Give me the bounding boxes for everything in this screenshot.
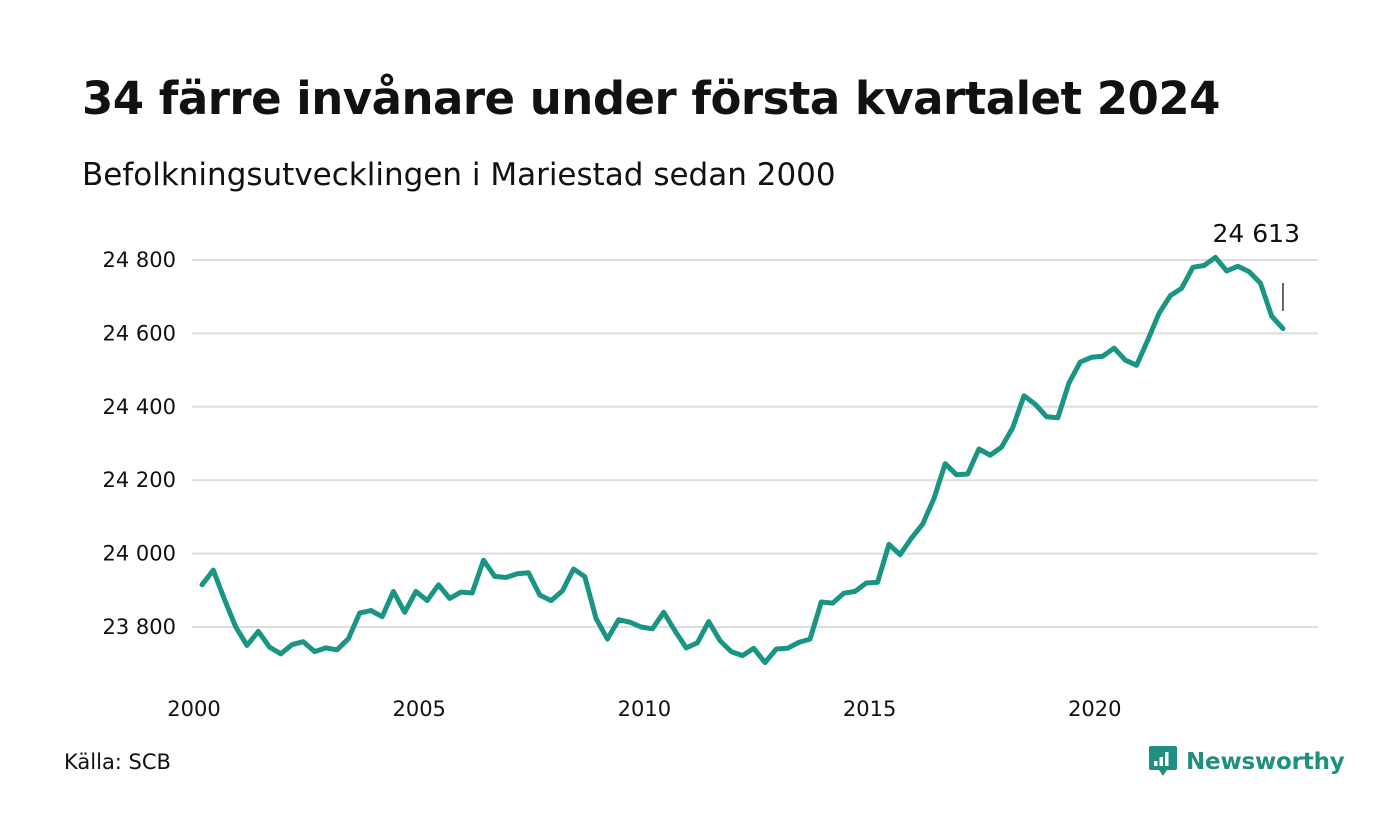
annotation-layer: 24 613 (1213, 219, 1300, 311)
y-tick-label: 24 000 (103, 542, 176, 566)
source-note: Källa: SCB (64, 750, 171, 774)
x-tick-label: 2005 (392, 697, 445, 721)
x-axis-ticks: 2000 2005 2010 2015 2020 (167, 697, 1121, 721)
x-tick-label: 2015 (843, 697, 896, 721)
chart-title: 34 färre invånare under första kvartalet… (82, 72, 1221, 125)
gridlines (192, 259, 1318, 628)
y-tick-label: 23 800 (103, 615, 176, 639)
newsworthy-logo-icon (1149, 746, 1177, 776)
x-tick-label: 2020 (1068, 697, 1121, 721)
newsworthy-logo[interactable]: Newsworthy (1148, 744, 1345, 780)
series-line (199, 254, 1286, 666)
x-tick-label: 2000 (167, 697, 220, 721)
y-tick-label: 24 800 (103, 248, 176, 272)
y-axis-ticks: 23 800 24 000 24 200 24 400 24 600 24 800 (103, 248, 176, 639)
chart-subtitle: Befolkningsutvecklingen i Mariestad seda… (82, 157, 836, 193)
y-tick-label: 24 400 (103, 395, 176, 419)
x-tick-label: 2010 (618, 697, 671, 721)
annotation-label: 24 613 (1213, 219, 1300, 248)
y-tick-label: 24 200 (103, 468, 176, 492)
series-layer (199, 254, 1286, 666)
y-tick-label: 24 600 (103, 321, 176, 345)
brand-name: Newsworthy (1186, 749, 1345, 775)
